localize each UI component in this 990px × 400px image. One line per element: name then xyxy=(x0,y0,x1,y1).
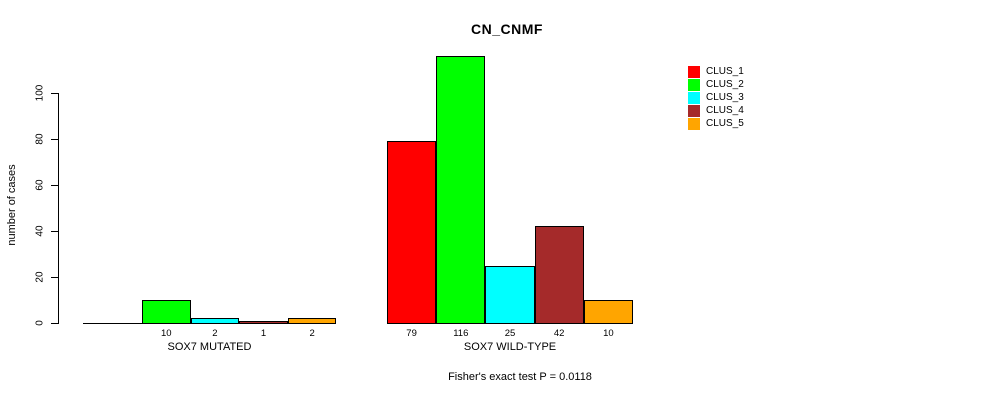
bar-clus_5 xyxy=(583,300,633,324)
y-axis-label: number of cases xyxy=(6,164,18,246)
y-tick-label: 20 xyxy=(34,271,46,283)
y-tick-mark xyxy=(51,231,58,232)
legend-swatch-clus_3 xyxy=(688,92,700,104)
legend-label-clus_5: CLUS_5 xyxy=(706,118,744,129)
y-tick-mark xyxy=(51,139,58,140)
bar-clus_2 xyxy=(142,300,191,324)
bar-clus_5 xyxy=(287,318,337,324)
bar-clus_1 xyxy=(387,141,437,324)
bar-clus_3 xyxy=(485,265,535,324)
legend-label-clus_3: CLUS_3 xyxy=(706,92,744,103)
bar-value-label: 1 xyxy=(260,328,267,339)
y-tick-mark xyxy=(51,277,58,278)
bar-value-label: 2 xyxy=(212,328,218,339)
bar-value-label: 10 xyxy=(603,328,614,339)
bar-value-label: 25 xyxy=(504,328,516,339)
bar-clus_4 xyxy=(239,320,288,324)
legend-swatch-clus_5 xyxy=(688,118,700,130)
group-label: SOX7 MUTATED xyxy=(167,341,252,353)
bar-value-label: 79 xyxy=(406,328,417,339)
bar-value-label: 2 xyxy=(309,328,315,339)
y-tick-label: 40 xyxy=(34,225,46,237)
y-tick-label: 60 xyxy=(34,179,46,191)
bar-value-label: 10 xyxy=(161,328,172,339)
group-label: SOX7 WILD-TYPE xyxy=(463,341,557,353)
legend-swatch-clus_4 xyxy=(688,105,700,117)
legend-swatch-clus_2 xyxy=(688,79,700,91)
y-axis-line xyxy=(58,93,59,324)
bar-clus_4 xyxy=(534,226,584,324)
bar-clus_2 xyxy=(436,56,486,324)
legend-label-clus_1: CLUS_1 xyxy=(706,66,744,77)
y-tick-mark xyxy=(51,93,58,94)
footnote-text: Fisher's exact test P = 0.0118 xyxy=(448,371,592,383)
legend-swatch-clus_1 xyxy=(688,66,700,78)
y-tick-label: 100 xyxy=(34,84,46,102)
legend-label-clus_2: CLUS_2 xyxy=(706,79,744,90)
bar-clus_3 xyxy=(190,318,240,324)
chart-title: CN_CNMF xyxy=(471,21,543,37)
bar-value-label: 42 xyxy=(553,328,565,339)
y-tick-mark xyxy=(51,323,58,324)
y-tick-label: 80 xyxy=(34,133,46,145)
y-tick-mark xyxy=(51,185,58,186)
legend-label-clus_4: CLUS_4 xyxy=(706,105,744,116)
y-tick-label: 0 xyxy=(34,320,46,326)
bar-value-label: 116 xyxy=(453,328,469,339)
